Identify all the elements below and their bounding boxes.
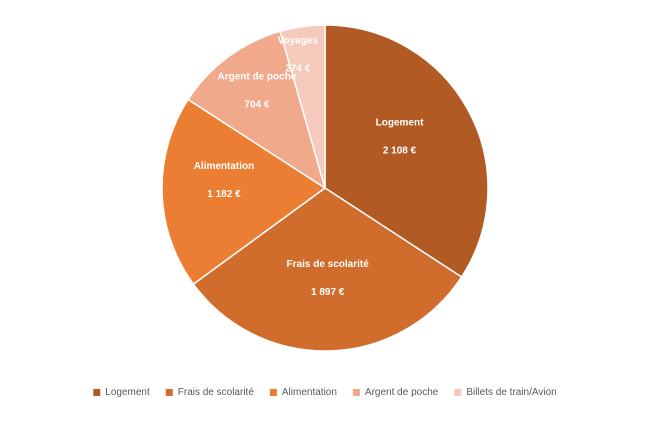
legend-label-frais-de-scolarite: Frais de scolarité bbox=[178, 387, 255, 398]
pie-slice-frais-de-scolarite bbox=[192, 187, 463, 352]
slice-value-argent-de-poche: 704 € bbox=[244, 100, 269, 111]
slice-label-argent-de-poche: Argent de poche bbox=[217, 72, 296, 83]
slice-label-logement: Logement bbox=[376, 118, 424, 129]
slice-value-alimentation: 1 182 € bbox=[207, 189, 241, 200]
pie-slices bbox=[161, 24, 489, 352]
legend-swatch-logement bbox=[93, 389, 101, 396]
legend-label-billets-de-train-avion: Billets de train/Avion bbox=[466, 387, 556, 398]
legend-swatch-billets-de-train-avion bbox=[454, 389, 462, 396]
legend-label-argent-de-poche: Argent de poche bbox=[365, 387, 439, 398]
legend-label-logement: Logement bbox=[105, 387, 150, 398]
chart-legend: Logement Frais de scolarité Alimentation Ar… bbox=[93, 387, 557, 398]
legend-swatch-frais-de-scolarite bbox=[165, 389, 173, 396]
legend-swatch-argent-de-poche bbox=[352, 389, 360, 396]
slice-value-logement: 2 108 € bbox=[383, 146, 417, 157]
slice-label-frais-de-scolarite: Frais de scolarité bbox=[287, 259, 370, 270]
slice-label-alimentation: Alimentation bbox=[194, 161, 255, 172]
pie-slice-billets-de-train-avion bbox=[279, 24, 326, 189]
pie-slice-labels: Logement 2 108 € Frais de scolarité 1 897 €… bbox=[194, 35, 424, 298]
slice-value-frais-de-scolarite: 1 897 € bbox=[311, 287, 345, 298]
legend-label-alimentation: Alimentation bbox=[282, 387, 337, 398]
slice-value-billets-de-train-avion: 274 € bbox=[285, 63, 310, 74]
pie-slice-alimentation bbox=[161, 98, 327, 286]
slice-label-billets-de-train-avion: Voyages bbox=[278, 35, 319, 46]
legend-swatch-alimentation bbox=[269, 389, 277, 396]
